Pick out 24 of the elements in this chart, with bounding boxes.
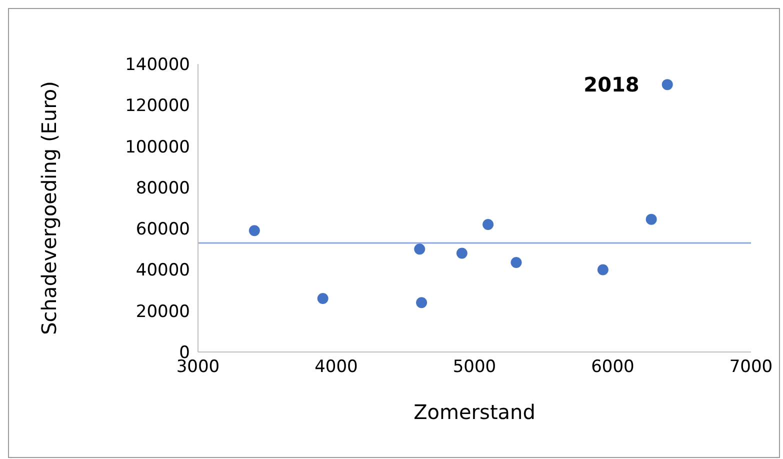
x-tick-label: 6000 [591, 357, 634, 378]
y-axis-title: Schadevergoeding (Euro) [37, 81, 62, 335]
x-tick-label: 7000 [729, 357, 773, 378]
point [414, 244, 426, 255]
annotation: 2018 [584, 72, 640, 97]
y-tick-label: 140000 [125, 55, 190, 76]
point [662, 79, 673, 90]
y-tick-label: 20000 [136, 302, 190, 322]
y-tick-label: 60000 [136, 220, 190, 240]
point [510, 257, 522, 268]
point [482, 218, 494, 230]
y-tick-label: 100000 [125, 137, 190, 158]
point [597, 264, 608, 276]
y-tick-label: 120000 [125, 96, 190, 116]
point [456, 248, 468, 259]
point [248, 225, 260, 236]
x-axis-title: Zomerstand [414, 400, 536, 424]
point [317, 293, 328, 304]
y-tick-label: 40000 [136, 260, 190, 281]
x-tick-label: 5000 [452, 357, 496, 378]
point [646, 214, 657, 225]
y-tick-label: 80000 [136, 178, 190, 198]
point [416, 297, 428, 308]
x-tick-label: 4000 [314, 357, 358, 378]
